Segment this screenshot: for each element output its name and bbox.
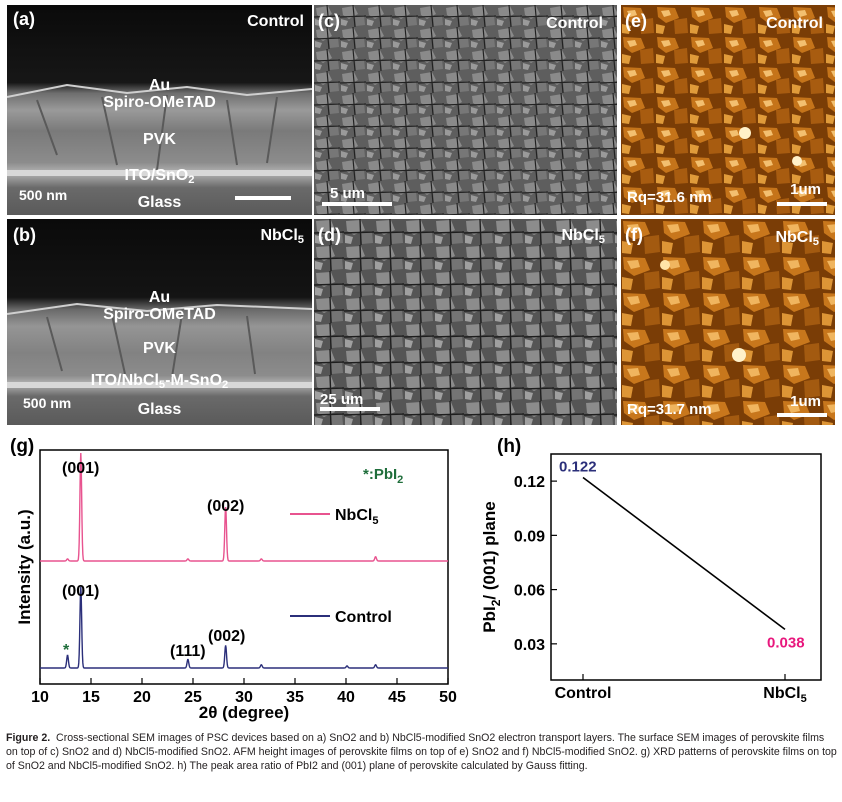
ratio-line [582, 476, 786, 631]
scalebar-label-c: 5 um [330, 185, 366, 202]
panel-label-e: (e) [625, 11, 647, 31]
value-label-nbcl5: 0.038 [767, 634, 805, 651]
panel-title-e: Control [766, 15, 823, 32]
panel-a-sem-cross-section: (a) Control Au Spiro-OMeTAD PVK ITO/SnO2… [7, 5, 312, 215]
panel-title-d: NbCl5 [561, 227, 605, 246]
afm-image-e [621, 5, 835, 215]
ratio-y-tick-label: 0.09 [514, 528, 545, 545]
sem-image-d [314, 219, 617, 425]
scalebar-label-d: 25 um [320, 391, 364, 408]
panel-label-f: (f) [625, 225, 643, 245]
panel-label-b: (b) [13, 225, 36, 245]
caption-text: Cross-sectional SEM images of PSC device… [6, 732, 837, 772]
xrd-x-axis-label: 2θ (degree) [199, 703, 289, 722]
pbi2-star-marker: * [63, 642, 70, 659]
scalebar-d [320, 407, 380, 411]
panel-title-c: Control [546, 15, 603, 32]
xrd-line-nbcl5 [40, 452, 448, 562]
panel-e-afm: (e) Control Rq=31.6 nm 1um [621, 5, 835, 215]
sem-image-a [7, 5, 312, 215]
peak-label-ct-002: (002) [208, 628, 245, 645]
legend-label-nbcl5: NbCl5 [335, 507, 378, 527]
xrd-x-tick-label: 25 [184, 689, 202, 706]
panel-c-sem-surface: (c) Control 5 um [314, 5, 617, 215]
x-category-nbcl5: NbCl5 [763, 685, 806, 705]
peak-label-nb-002: (002) [207, 498, 244, 515]
peak-label-ct-111: (111) [170, 643, 206, 660]
scalebar-label-a: 500 nm [19, 187, 68, 203]
peak-label-nb-001: (001) [62, 460, 99, 477]
ratio-plot-frame [550, 453, 822, 681]
layer-spiro-a: Spiro-OMeTAD [103, 94, 216, 111]
scalebar-label-f: 1um [790, 393, 821, 410]
sem-image-c [314, 5, 617, 215]
legend-label-control: Control [335, 609, 392, 626]
scalebar-a [235, 196, 291, 200]
panel-label-a: (a) [13, 9, 35, 29]
scalebar-f [777, 413, 827, 417]
xrd-x-tick-label: 30 [235, 689, 253, 706]
xrd-x-tick-label: 35 [286, 689, 304, 706]
sem-image-b [7, 219, 312, 425]
xrd-x-tick-label: 45 [388, 689, 406, 706]
panel-title-a: Control [247, 13, 304, 30]
value-label-control: 0.122 [559, 459, 597, 476]
ratio-y-tick-label: 0.12 [514, 474, 545, 491]
layer-ito-b: ITO/NbCl5-M-SnO2 [90, 372, 229, 391]
panel-label-h: (h) [497, 436, 521, 457]
xrd-line-control [40, 586, 448, 669]
xrd-plot-frame [39, 449, 449, 685]
peak-label-ct-001: (001) [62, 583, 99, 600]
layer-au-b: Au [148, 289, 171, 306]
xrd-chart: (g) 10 15 20 25 30 35 40 45 50 (001) (002) (001)… [10, 436, 457, 722]
layer-au-a: Au [148, 77, 171, 94]
xrd-x-tick-label: 20 [133, 689, 151, 706]
panel-title-b: NbCl5 [260, 227, 304, 246]
panel-label-g: (g) [10, 436, 34, 457]
scalebar-label-b: 500 nm [23, 395, 72, 411]
x-category-control: Control [555, 685, 612, 702]
caption-figure-number: Figure 2. [6, 732, 51, 744]
scalebar-label-e: 1um [790, 181, 821, 198]
rq-value-e: Rq=31.6 nm [627, 189, 712, 206]
figure-caption: Figure 2. Cross-sectional SEM images of … [6, 731, 838, 773]
ratio-y-tick-label: 0.06 [514, 583, 545, 600]
ratio-y-tick-label: 0.03 [514, 637, 545, 654]
layer-ito-a: ITO/SnO2 [124, 167, 195, 186]
panel-b-sem-cross-section: (b) NbCl5 Au Spiro-OMeTAD PVK ITO/NbCl5-… [7, 219, 312, 425]
layer-glass-a: Glass [137, 194, 182, 211]
xrd-x-tick-label: 15 [82, 689, 100, 706]
ratio-y-axis-label: PbI2/ (001) plane [480, 501, 503, 632]
layer-spiro-b: Spiro-OMeTAD [103, 306, 216, 323]
pbi2-legend: *:PbI2 [363, 466, 403, 486]
panel-f-afm: (f) NbCl5 Rq=31.7 nm 1um [621, 219, 835, 425]
layer-pvk-b: PVK [143, 340, 176, 357]
scalebar-c [322, 202, 392, 206]
panel-d-sem-surface: (d) NbCl5 25 um [314, 219, 617, 425]
layer-glass-b: Glass [137, 401, 182, 418]
panel-label-c: (c) [318, 11, 340, 31]
panel-label-d: (d) [318, 225, 341, 245]
scalebar-e [777, 202, 827, 206]
panel-title-f: NbCl5 [775, 229, 819, 248]
ratio-chart: (h) 0.12 0.09 0.06 0.03 0.122 0.038 Control… [480, 436, 822, 705]
xrd-x-tick-label: 40 [337, 689, 355, 706]
rq-value-f: Rq=31.7 nm [627, 401, 712, 418]
layer-pvk-a: PVK [143, 131, 176, 148]
xrd-x-tick-label: 50 [439, 689, 457, 706]
xrd-y-axis-label: Intensity (a.u.) [15, 509, 34, 624]
afm-image-f [621, 219, 835, 425]
xrd-x-tick-label: 10 [31, 689, 49, 706]
